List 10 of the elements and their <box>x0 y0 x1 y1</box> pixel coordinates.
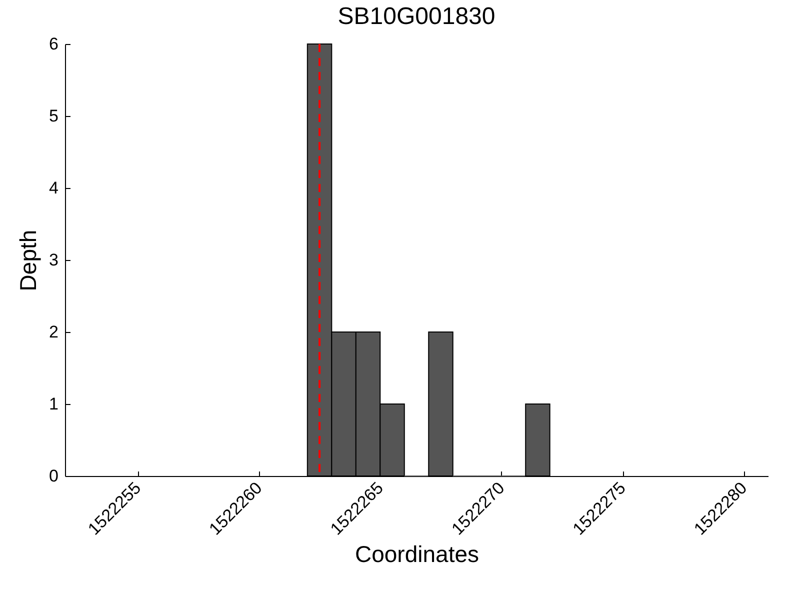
y-tick-label: 3 <box>49 250 58 270</box>
y-tick-label: 1 <box>49 394 58 414</box>
y-axis-title: Depth <box>15 230 42 292</box>
y-tick-label: 2 <box>49 322 58 342</box>
y-tick-label: 0 <box>49 466 58 486</box>
y-tick-label: 5 <box>49 106 58 126</box>
chart-title: SB10G001830 <box>338 3 496 30</box>
y-tick-label: 4 <box>49 178 58 198</box>
x-axis-title: Coordinates <box>354 540 480 567</box>
y-tick-label: 6 <box>49 34 58 54</box>
